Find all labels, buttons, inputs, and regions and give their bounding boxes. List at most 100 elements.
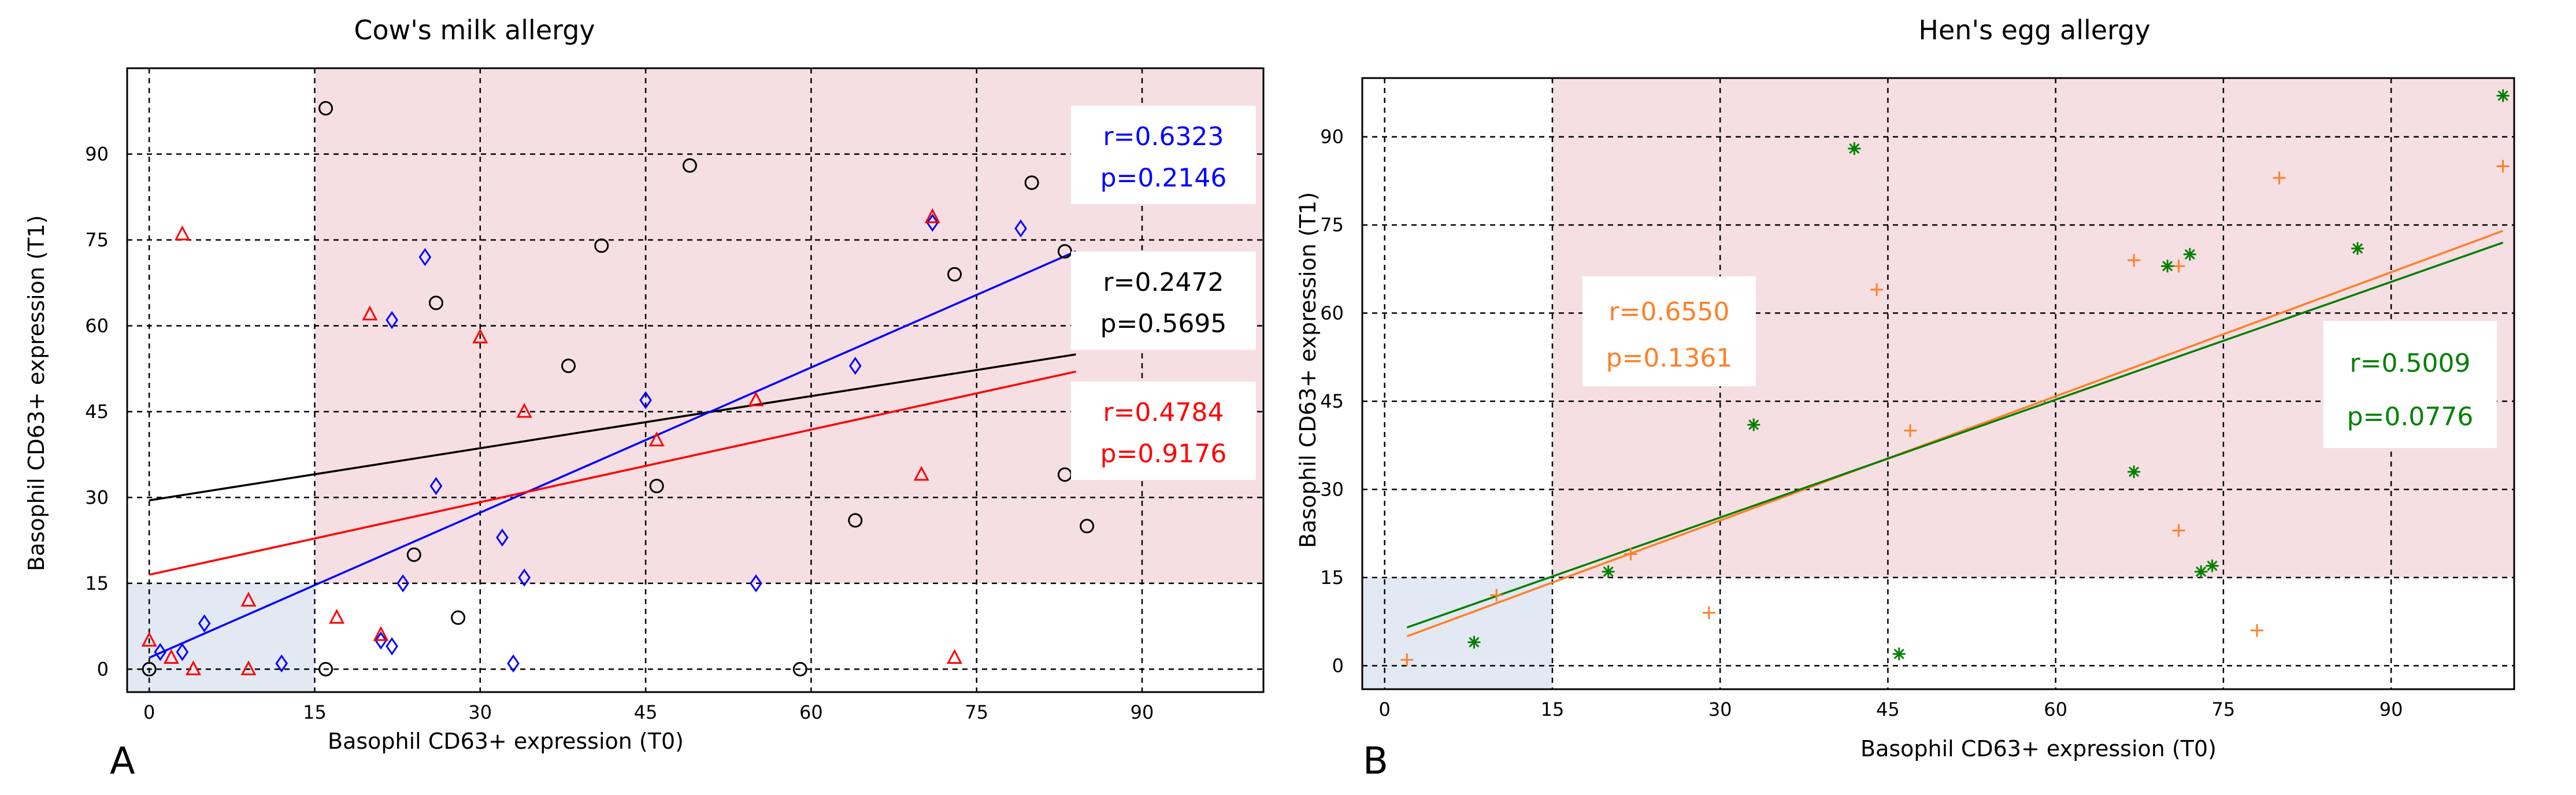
panel-b-y-ticks: 0 15 30 45 60 75 90 — [1320, 126, 1344, 677]
red-point — [186, 660, 202, 675]
red-point — [240, 591, 257, 607]
red-point — [924, 208, 940, 223]
blue-point — [1014, 219, 1027, 238]
red-point — [472, 328, 488, 343]
panel-b-chart: Hen's egg allergy 0 15 30 45 60 75 90 0 15 30 45 6… — [1295, 14, 2515, 783]
red-p-value: p=0.9176 — [1100, 439, 1227, 468]
blue-point — [639, 391, 652, 409]
stat-box-background — [1071, 382, 1256, 480]
red-point — [748, 391, 764, 406]
y-tick-label: 90 — [1320, 126, 1344, 148]
black-point — [318, 661, 333, 676]
black-point — [406, 547, 421, 562]
y-tick-label: 0 — [97, 658, 109, 680]
y-tick-label: 90 — [85, 143, 109, 165]
panel-b-y-axis-label: Basophil CD63+ expression (T1) — [1295, 192, 1321, 548]
blue-point — [176, 643, 189, 661]
red-fit-line — [149, 370, 1076, 576]
y-tick-label: 0 — [1332, 655, 1344, 676]
stat-box-background — [1071, 106, 1256, 204]
orange-point — [1490, 589, 1503, 602]
stat-box-background — [1071, 252, 1256, 350]
orange-point — [2172, 260, 2185, 273]
orange-point — [1702, 606, 1715, 619]
black-point — [682, 158, 697, 173]
panel-b-plot-frame — [1361, 77, 2515, 690]
y-tick-label: 60 — [1320, 302, 1344, 324]
x-tick-label: 90 — [1131, 701, 1154, 723]
x-tick-label: 45 — [634, 701, 658, 723]
orange-point — [1870, 283, 1884, 296]
x-tick-label: 60 — [799, 701, 823, 723]
blue-point — [507, 654, 520, 673]
y-tick-label: 15 — [1320, 567, 1344, 589]
red-point — [362, 305, 378, 321]
panel-a-fit-lines — [149, 250, 1077, 659]
blue-point — [418, 248, 432, 267]
red-stat-box: r=0.4784 p=0.9176 — [1071, 382, 1256, 480]
blue-fit-line — [149, 250, 1077, 659]
orange-point — [1400, 653, 1414, 667]
panel-b-points — [1400, 89, 2510, 667]
blue-point — [375, 631, 387, 650]
positive-region — [1362, 577, 1552, 689]
orange-point — [2496, 160, 2510, 173]
orange-point — [2273, 171, 2286, 184]
orange-stat-box: r=0.6550 p=0.1361 — [1582, 276, 1756, 386]
red-point — [329, 609, 345, 624]
panel-b-x-ticks: 0 15 30 45 60 75 90 — [1379, 698, 2403, 720]
green-stat-box: r=0.5009 p=0.0776 — [2323, 321, 2497, 448]
panel-a-chart: Cow's milk allergy 0 15 30 45 60 75 90 0 15 30 45… — [24, 14, 1265, 783]
x-tick-label: 15 — [1541, 698, 1565, 720]
black-stat-box: r=0.2472 p=0.5695 — [1071, 252, 1256, 350]
black-fit-line — [149, 353, 1076, 502]
blue-p-value: p=0.2146 — [1100, 163, 1227, 193]
blue-r-value: r=0.6323 — [1103, 122, 1224, 151]
y-tick-label: 15 — [85, 572, 109, 594]
blue-point — [848, 357, 862, 375]
panel-a-title: Cow's milk allergy — [354, 14, 595, 46]
orange-point — [2172, 524, 2185, 537]
positive-region — [127, 583, 315, 692]
blue-point — [496, 528, 509, 547]
orange-point — [2127, 254, 2141, 267]
y-tick-label: 60 — [85, 315, 109, 337]
y-tick-label: 75 — [1320, 214, 1344, 236]
red-point — [141, 631, 157, 647]
blue-point — [154, 643, 167, 661]
black-point — [848, 513, 863, 528]
green-point — [2351, 242, 2364, 255]
panel-a-x-ticks: 0 15 30 45 60 75 90 — [143, 701, 1154, 723]
green-p-value: p=0.0776 — [2347, 402, 2474, 431]
red-point — [648, 431, 665, 446]
red-point — [240, 660, 257, 675]
red-r-value: r=0.4784 — [1103, 398, 1224, 427]
green-point — [2183, 247, 2196, 261]
panel-a-plot-frame — [126, 67, 1265, 693]
green-fit-line — [1406, 241, 2504, 628]
blue-point — [198, 614, 211, 633]
blue-point — [386, 310, 398, 330]
x-tick-label: 75 — [965, 701, 988, 723]
panel-a-x-axis-label: Basophil CD63+ expression (T0) — [328, 729, 684, 754]
black-point — [451, 610, 466, 625]
blue-point — [386, 637, 398, 656]
x-tick-label: 0 — [143, 701, 155, 723]
blue-point — [518, 568, 531, 587]
red-point — [163, 649, 179, 664]
x-tick-label: 15 — [303, 701, 327, 723]
black-point — [594, 238, 609, 253]
panel-b-x-axis-label: Basophil CD63+ expression (T0) — [1860, 736, 2217, 761]
green-point — [2496, 89, 2510, 102]
x-tick-label: 30 — [1708, 698, 1732, 720]
green-point — [1848, 142, 1861, 155]
x-tick-label: 60 — [2044, 698, 2067, 720]
green-point — [2127, 465, 2141, 478]
orange-point — [2250, 624, 2263, 637]
orange-p-value: p=0.1361 — [1606, 343, 1733, 373]
blue-point — [396, 574, 410, 593]
y-tick-label: 75 — [85, 229, 109, 251]
x-tick-label: 45 — [1876, 698, 1900, 720]
green-point — [1602, 565, 1615, 578]
orange-fit-line — [1406, 230, 2504, 638]
